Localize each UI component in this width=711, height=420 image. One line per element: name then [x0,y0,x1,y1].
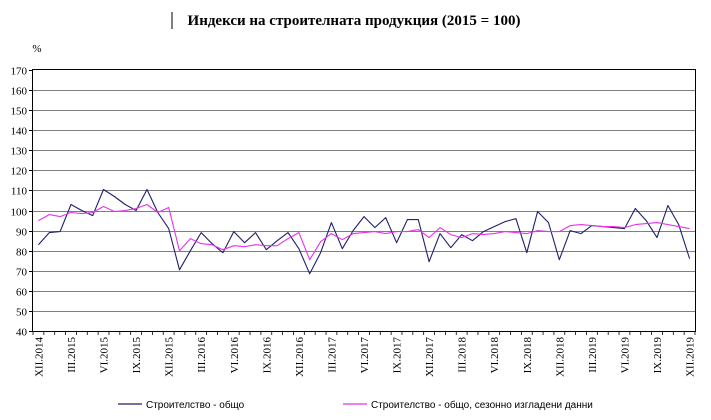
x-tick-label: VI.2016 [229,337,241,374]
series-line-1 [37,188,691,275]
chart-title: Индекси на строителната продукция (2015 … [188,13,521,29]
y-tick-label: 40 [16,327,28,339]
y-tick-label: 100 [11,207,28,219]
y-tick-label: 70 [16,267,28,279]
x-tick-label: XII.2016 [294,337,306,378]
x-tick-label: IX.2018 [522,337,534,374]
x-tick-label: III.2018 [457,337,469,373]
y-tick-label: 120 [11,166,28,178]
x-tick-label: XII.2019 [685,337,697,378]
x-tick-label: XII.2014 [33,337,45,378]
x-tick-label: VI.2019 [619,337,631,374]
series-lines [37,188,691,275]
plot-area-border [32,69,696,332]
x-tick-label: XII.2015 [164,337,176,378]
x-tick-label: IX.2015 [131,337,143,374]
y-tick-label: 60 [16,287,28,299]
grid-lines [33,90,695,312]
y-tick-label: 130 [11,146,28,158]
x-tick-label: XII.2018 [554,337,566,378]
y-axis-unit-label: % [32,43,41,55]
y-tick-label: 50 [16,307,28,319]
x-tick-label: VI.2015 [99,337,111,374]
x-tick-label: VI.2018 [489,337,501,374]
y-tick-label: 110 [11,186,28,198]
x-tick-label: III.2017 [326,337,338,373]
x-tick-label: IX.2016 [261,337,273,374]
legend-label-2: Строителство - общо, сезонно изгладени д… [371,399,593,411]
x-tick-label: XII.2017 [424,337,436,378]
series-line-2 [38,203,690,261]
y-tick-label: 90 [16,227,28,239]
y-tick-label: 150 [11,106,28,118]
x-axis-ticks: XII.2014 III.2015 VI.2015 IX.2015 XII.2015 II… [32,331,697,378]
y-tick-label: 170 [11,66,28,78]
legend-label-1: Строителство - общо [146,399,245,411]
x-tick-label: III.2016 [196,337,208,373]
y-tick-label: 160 [11,86,28,98]
x-tick-label: IX.2017 [392,337,404,374]
x-tick-label: III.2015 [66,337,78,373]
x-tick-label: IX.2019 [652,337,664,374]
y-tick-label: 140 [11,126,28,138]
legend: Строителство - общо Строителство - общо, … [118,399,593,411]
x-tick-label: VI.2017 [359,337,371,374]
x-tick-label: III.2019 [587,337,599,373]
y-axis-ticks: 40 50 60 70 80 90 100 110 120 130 140 150 160 170 [11,66,33,339]
y-tick-label: 80 [16,247,28,259]
